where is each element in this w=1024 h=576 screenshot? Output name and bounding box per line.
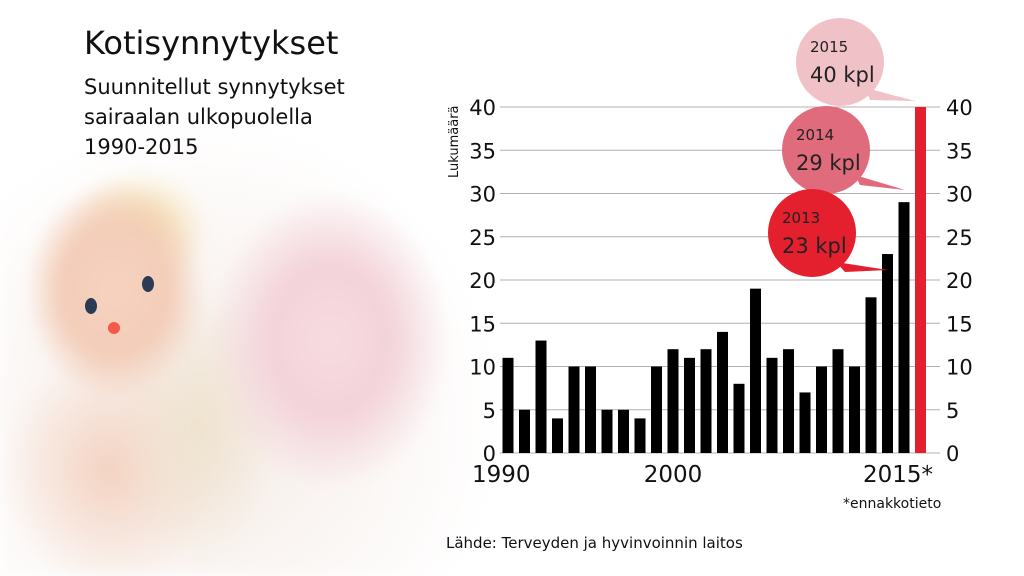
bar-2004 <box>733 383 745 453</box>
doll-nose <box>108 322 120 334</box>
source-text: Lähde: Terveyden ja hyvinvoinnin laitos <box>446 534 743 552</box>
bar-1994 <box>568 366 580 453</box>
bar-2009 <box>816 366 827 453</box>
y-tick-label-left: 15 <box>469 312 496 336</box>
callout-value: 29 kpl <box>796 151 861 175</box>
bar-2007 <box>783 349 794 453</box>
callout-year: 2014 <box>796 126 834 144</box>
bar-1997 <box>618 409 629 453</box>
callout-tail <box>855 175 905 190</box>
y-tick-label-right: 30 <box>946 183 973 207</box>
y-tick-label-left: 0 <box>483 442 496 466</box>
callout-year: 2015 <box>810 38 848 56</box>
bar-2006 <box>766 357 778 453</box>
y-tick-label-right: 25 <box>946 226 973 250</box>
y-axis-label: Lukumäärä <box>447 105 462 178</box>
bar-1990 <box>502 357 514 453</box>
callout-bubble <box>796 18 884 106</box>
bar-2012 <box>865 297 877 453</box>
bar-1991 <box>519 409 530 453</box>
y-tick-label-left: 25 <box>469 226 496 250</box>
footnote: *ennakkotieto <box>843 496 942 512</box>
page-subtitle: Suunnitellut synnytykset sairaalan ulkop… <box>84 75 345 159</box>
callout-value: 23 kpl <box>782 234 847 258</box>
doll-eye <box>85 298 97 314</box>
callout-year: 2013 <box>782 209 820 227</box>
callout-value: 40 kpl <box>810 63 875 87</box>
bar-1993 <box>552 418 563 453</box>
callout-tail <box>866 88 915 101</box>
bar-2015 <box>915 107 926 453</box>
bar-2001 <box>684 357 695 453</box>
bar-2003 <box>717 331 728 453</box>
y-tick-label-left: 40 <box>469 96 496 120</box>
bar-1995 <box>585 366 596 453</box>
page-title: Kotisynnytykset <box>84 24 339 62</box>
y-tick-label-left: 30 <box>469 183 496 207</box>
bar-2008 <box>799 392 811 453</box>
bar-2013 <box>882 254 893 453</box>
y-tick-label-left: 20 <box>469 269 496 293</box>
y-tick-label-right: 15 <box>946 312 973 336</box>
y-tick-label-left: 35 <box>469 139 496 163</box>
bar-2002 <box>700 349 712 453</box>
background-photo <box>0 0 620 576</box>
y-tick-label-right: 5 <box>946 399 959 423</box>
bar-1992 <box>535 340 547 453</box>
bar-2000 <box>667 349 679 453</box>
bar-2010 <box>832 349 844 453</box>
doll-eye <box>142 276 154 292</box>
x-tick-label: 1990 <box>472 462 531 488</box>
y-tick-label-right: 35 <box>946 139 973 163</box>
y-tick-label-left: 5 <box>483 399 496 423</box>
y-tick-label-right: 0 <box>946 442 959 466</box>
y-tick-label-left: 10 <box>469 356 496 380</box>
callout-bubble <box>782 106 870 194</box>
x-tick-label: 2015* <box>863 462 933 488</box>
callout-bubble <box>768 189 856 277</box>
bar-2011 <box>849 366 860 453</box>
callout-tail <box>836 262 888 272</box>
y-tick-label-right: 20 <box>946 269 973 293</box>
bar-1998 <box>634 418 646 453</box>
y-tick-label-right: 40 <box>946 96 973 120</box>
bar-2005 <box>750 288 761 453</box>
x-tick-label: 2000 <box>644 462 703 488</box>
bar-1996 <box>601 409 613 453</box>
y-tick-label-right: 10 <box>946 356 973 380</box>
bar-1999 <box>651 366 662 453</box>
bar-2014 <box>898 202 910 453</box>
